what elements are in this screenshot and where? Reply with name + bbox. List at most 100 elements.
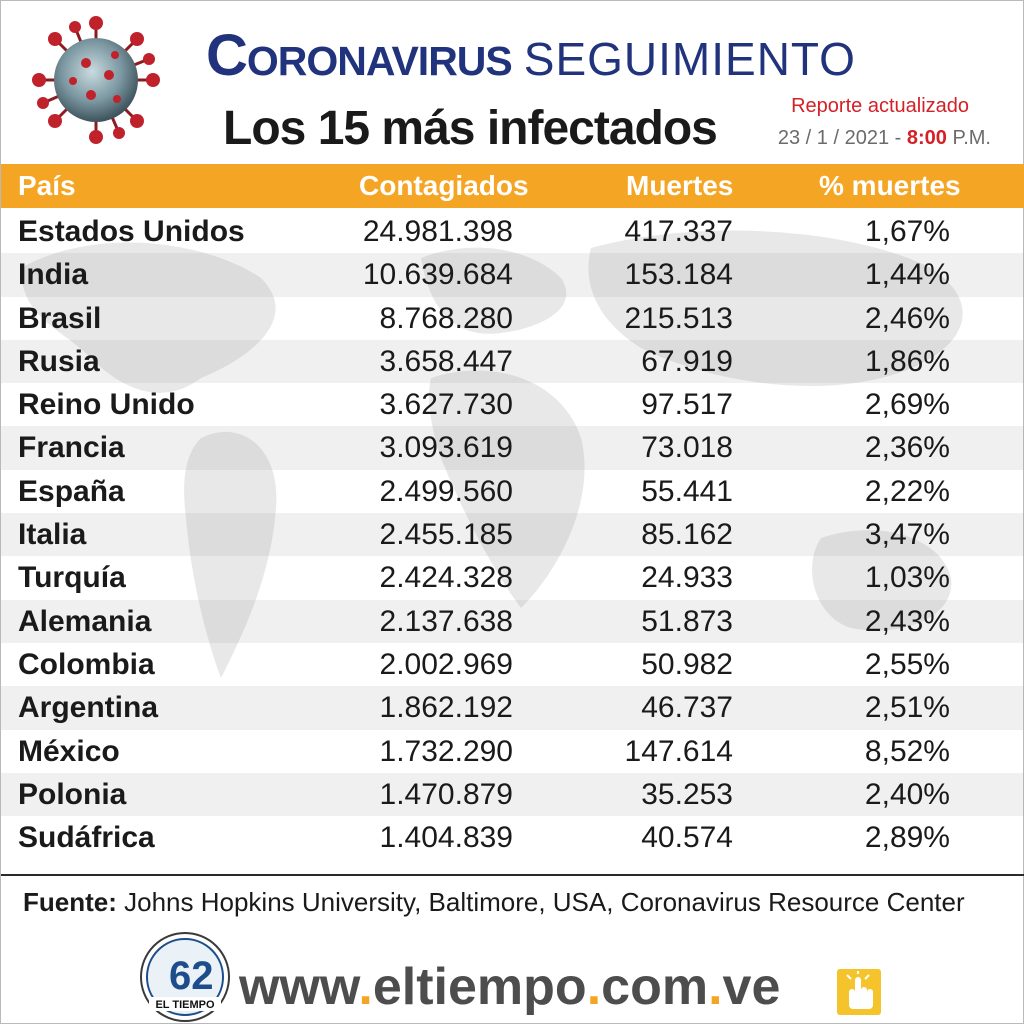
table-row: Rusia 3.658.447 67.919 1,86% xyxy=(1,339,1024,384)
cell-pais: Estados Unidos xyxy=(18,215,245,248)
table-row: Sudáfrica 1.404.839 40.574 2,89% xyxy=(1,816,1024,859)
cell-pais: Colombia xyxy=(18,647,155,681)
cell-contagiados: 3.658.447 xyxy=(379,344,513,378)
cell-muertes: 40.574 xyxy=(641,821,733,855)
table-header: País Contagiados Muertes % muertes xyxy=(1,164,1024,208)
page-title: Coronavirus SEGUIMIENTO xyxy=(206,21,856,94)
url-part: www xyxy=(239,958,359,1016)
cell-muertes: 55.441 xyxy=(641,474,733,508)
el-tiempo-logo: 62 EL TIEMPO xyxy=(140,932,230,1022)
cell-pais: Francia xyxy=(18,431,125,465)
logo-text: EL TIEMPO xyxy=(155,999,215,1011)
coronavirus-icon xyxy=(32,16,160,144)
url-dot: . xyxy=(586,958,602,1016)
cell-muertes: 35.253 xyxy=(641,777,733,811)
table-row: Turquía 2.424.328 24.933 1,03% xyxy=(1,556,1024,599)
cell-muertes: 215.513 xyxy=(624,301,733,335)
cell-pais: Turquía xyxy=(18,561,126,595)
subtitle-suffix: más infectados xyxy=(381,102,717,155)
column-header-pct-muertes: % muertes xyxy=(819,170,961,201)
cell-pct-muertes: 2,22% xyxy=(864,474,950,508)
cell-contagiados: 1.732.290 xyxy=(379,734,513,768)
cell-pct-muertes: 2,36% xyxy=(864,431,950,465)
url-dot: . xyxy=(708,958,723,1016)
cell-contagiados: 10.639.684 xyxy=(362,258,513,292)
cell-contagiados: 1.404.839 xyxy=(379,821,513,855)
cell-pct-muertes: 1,44% xyxy=(864,258,950,292)
cell-pct-muertes: 2,51% xyxy=(864,691,950,725)
cell-pct-muertes: 1,67% xyxy=(864,215,950,248)
cell-muertes: 147.614 xyxy=(624,734,733,768)
cell-muertes: 24.933 xyxy=(641,561,733,595)
report-ampm: P.M. xyxy=(952,127,991,149)
table-row: Brasil 8.768.280 215.513 2,46% xyxy=(1,297,1024,340)
data-table: País Contagiados Muertes % muertes Estad… xyxy=(1,164,1024,864)
cell-contagiados: 2.002.969 xyxy=(379,647,513,681)
cell-pais: Rusia xyxy=(18,344,100,378)
cell-pct-muertes: 8,52% xyxy=(864,734,950,768)
title-sub: SEGUIMIENTO xyxy=(523,33,856,85)
subtitle-prefix: Los xyxy=(223,102,306,155)
cell-pais: Argentina xyxy=(18,691,159,725)
source-note: Fuente: Johns Hopkins University, Baltim… xyxy=(23,885,965,919)
cell-contagiados: 1.470.879 xyxy=(379,777,513,811)
table-row: Estados Unidos 24.981.398 417.337 1,67% xyxy=(1,210,1024,253)
cell-pct-muertes: 2,46% xyxy=(864,301,950,335)
report-time: 8:00 xyxy=(906,127,947,149)
cell-pais: Reino Unido xyxy=(18,388,195,422)
cell-muertes: 46.737 xyxy=(641,691,733,725)
cell-pais: Italia xyxy=(18,518,87,552)
cell-pct-muertes: 2,40% xyxy=(864,777,950,811)
cell-contagiados: 2.424.328 xyxy=(379,561,513,595)
page-subtitle: Los 15 más infectados xyxy=(223,99,718,159)
cell-contagiados: 8.768.280 xyxy=(379,301,513,335)
table-row: Alemania 2.137.638 51.873 2,43% xyxy=(1,599,1024,643)
cell-pct-muertes: 2,69% xyxy=(864,388,950,422)
title-main: Coronavirus xyxy=(206,23,513,88)
source-label: Fuente: xyxy=(23,887,117,917)
source-text: Johns Hopkins University, Baltimore, USA… xyxy=(116,887,965,917)
world-map-background xyxy=(21,230,963,678)
cell-contagiados: 2.499.560 xyxy=(379,474,513,508)
report-date-text: 23 / 1 / 2021 - xyxy=(777,127,902,149)
cell-contagiados: 3.093.619 xyxy=(379,431,513,465)
table-row: Argentina 1.862.192 46.737 2,51% xyxy=(1,686,1024,730)
subtitle-number: 15 xyxy=(317,102,370,155)
cell-pais: Brasil xyxy=(18,301,102,335)
cell-muertes: 51.873 xyxy=(641,604,733,638)
click-hand-icon xyxy=(837,969,881,1015)
cell-muertes: 50.982 xyxy=(641,647,733,681)
cell-muertes: 73.018 xyxy=(641,431,733,465)
table-row: Polonia 1.470.879 35.253 2,40% xyxy=(1,772,1024,817)
source-divider xyxy=(1,874,1024,876)
report-date: 23 / 1 / 2021 - 8:00 P.M. xyxy=(778,125,991,151)
cell-muertes: 417.337 xyxy=(624,215,733,248)
url-part: com xyxy=(601,958,709,1016)
report-label: Reporte actualizado xyxy=(791,95,969,117)
cell-muertes: 85.162 xyxy=(641,518,733,552)
url-part: ve xyxy=(722,958,781,1016)
logo-number: 62 xyxy=(169,954,214,998)
column-header-contagiados: Contagiados xyxy=(359,170,529,201)
cell-pct-muertes: 2,43% xyxy=(864,604,950,638)
cell-muertes: 97.517 xyxy=(641,388,733,422)
cell-contagiados: 2.137.638 xyxy=(379,604,513,638)
cell-muertes: 153.184 xyxy=(624,258,733,292)
website-url: www.eltiempo.com.ve xyxy=(239,956,780,1018)
cell-pct-muertes: 2,55% xyxy=(864,647,950,681)
cell-pct-muertes: 3,47% xyxy=(864,518,950,552)
cell-pct-muertes: 2,89% xyxy=(864,821,950,855)
column-header-pais: País xyxy=(18,170,76,201)
table-row: España 2.499.560 55.441 2,22% xyxy=(1,470,1024,513)
cell-pais: España xyxy=(18,474,125,508)
column-header-muertes: Muertes xyxy=(626,170,734,201)
table-row: Colombia 2.002.969 50.982 2,55% xyxy=(1,643,1024,686)
cell-muertes: 67.919 xyxy=(641,344,733,378)
cell-contagiados: 24.981.398 xyxy=(362,215,513,248)
table-row: Francia 3.093.619 73.018 2,36% xyxy=(1,426,1024,470)
cell-pais: Alemania xyxy=(18,604,152,638)
url-dot: . xyxy=(358,958,373,1016)
cell-pct-muertes: 1,03% xyxy=(864,561,950,595)
table-row: México 1.732.290 147.614 8,52% xyxy=(1,730,1024,773)
